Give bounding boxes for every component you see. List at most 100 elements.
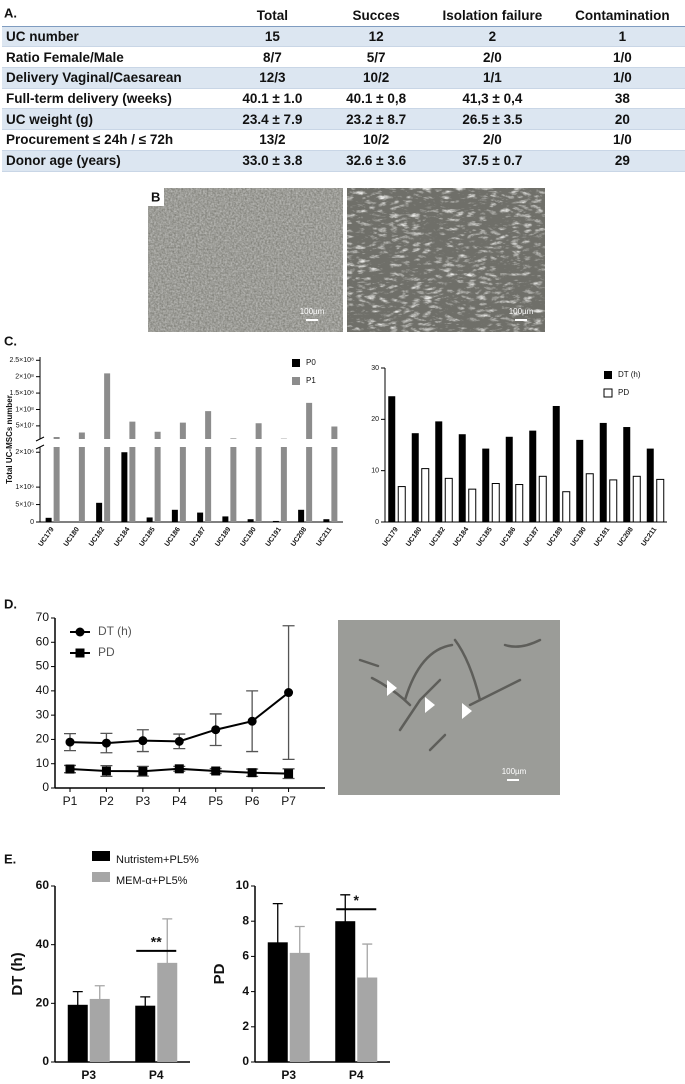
y-tick-label: 5×10⁷: [16, 423, 35, 430]
bar: [104, 373, 111, 522]
x-tick-label: UC180: [63, 526, 81, 548]
table-cell: UC number: [2, 26, 218, 48]
bar: [323, 519, 330, 522]
bar: [247, 519, 254, 522]
x-tick-label: UC189: [546, 526, 564, 548]
bar: [562, 491, 571, 523]
error-bar: [362, 943, 373, 1012]
bar: [121, 452, 128, 522]
bar: [388, 396, 396, 522]
bar: [656, 478, 665, 523]
micrograph-texture: [347, 188, 545, 332]
bar: [230, 438, 237, 522]
x-tick-label: P3: [281, 1068, 296, 1082]
bar: [585, 473, 594, 523]
y-tick-label: 4: [242, 984, 249, 998]
y-tick-label: 5×10⁵: [15, 501, 34, 508]
x-tick-label: UC211: [640, 526, 658, 548]
table-cell: 5/7: [327, 46, 426, 69]
bar: [529, 430, 537, 522]
bar: [89, 998, 110, 1062]
axis-break: [35, 444, 45, 450]
legend-label: DT (h): [98, 624, 132, 638]
x-tick-label: UC179: [38, 526, 56, 548]
y-tick-label: 2.5×10⁸: [9, 357, 34, 364]
y-tick-label: 10: [236, 878, 250, 892]
table-row: UC weight (g) 23.4 ± 7.9 23.2 ± 8.7 26.5 ± …: [2, 108, 685, 131]
bar: [335, 921, 356, 1062]
y-tick-label: 10: [371, 468, 379, 475]
x-tick-label: UC189: [214, 526, 232, 548]
y-tick-label: 40: [36, 683, 50, 697]
table-cell: Ratio Female/Male: [2, 46, 218, 69]
x-tick-label: UC184: [113, 526, 131, 548]
arrowheads: [387, 680, 472, 719]
y-axis-title: Total UC-MSCs number: [5, 395, 14, 484]
y-tick-label: 0: [42, 1054, 49, 1068]
bar: [280, 438, 287, 522]
significance-label: **: [151, 934, 162, 950]
y-tick-label: 0: [42, 780, 49, 794]
summary-table: Total Succes Isolation failure Contaminatio…: [2, 6, 685, 172]
x-tick-label: UC184: [452, 526, 470, 548]
marker: [211, 766, 221, 776]
table-cell: 13/2: [217, 129, 328, 151]
x-tick-label: UC211: [316, 526, 334, 548]
scale-label: 100µm: [300, 307, 325, 316]
y-tick-label: 20: [371, 416, 379, 423]
legend-swatch: [604, 371, 612, 379]
table-cell: 29: [559, 150, 685, 172]
bar: [179, 422, 186, 522]
marker: [284, 688, 294, 698]
bar: [482, 448, 490, 522]
marker: [247, 716, 257, 726]
y-axis-title: DT (h): [9, 952, 26, 995]
bar: [538, 475, 547, 523]
y-tick-label: 2×10⁸: [15, 374, 34, 381]
y-tick-label: 20: [36, 996, 50, 1010]
legend-swatch: [292, 377, 300, 385]
bar: [255, 423, 262, 522]
table-row: Delivery Vaginal/Caesarean 12/3 10/2 1/1 1/0: [2, 67, 685, 89]
y-tick-label: 2: [242, 1019, 249, 1033]
table-cell: 15: [217, 26, 328, 48]
y-axis-title: PD: [211, 963, 228, 984]
table-row: Ratio Female/Male 8/7 5/7 2/0 1/0: [2, 46, 685, 69]
table-cell: 10/2: [327, 129, 426, 151]
x-tick-label: P5: [208, 794, 223, 808]
table-header: Total Succes Isolation failure Contaminatio…: [2, 6, 685, 27]
bar: [129, 421, 136, 522]
table-cell: 10/2: [327, 67, 426, 89]
table-cell: 12: [327, 26, 426, 48]
bar: [146, 517, 153, 522]
scale-label: 100µm: [502, 767, 527, 776]
marker: [174, 736, 184, 746]
table-cell: Procurement ≤ 24h / ≤ 72h: [2, 129, 218, 151]
bar: [491, 483, 500, 523]
bar: [444, 477, 453, 523]
bar: [435, 421, 443, 522]
panel-label: D.: [4, 596, 17, 611]
marker: [101, 766, 111, 776]
marker: [138, 766, 148, 776]
error-bar: [140, 996, 151, 1016]
table-cell: Full-term delivery (weeks): [2, 88, 218, 110]
table-row: Full-term delivery (weeks) 40.1 ± 1.0 40.1…: [2, 88, 685, 110]
bar: [331, 426, 338, 522]
y-tick-label: 40: [36, 937, 50, 951]
table-cell: Delivery Vaginal/Caesarean: [2, 67, 218, 89]
table-cell: Donor age (years): [2, 150, 218, 172]
error-bar: [340, 894, 351, 949]
table-cell: Contamination: [559, 6, 685, 27]
bar: [468, 488, 477, 523]
error-bar: [294, 925, 305, 980]
bar: [171, 509, 178, 522]
x-tick-label: UC208: [290, 526, 308, 548]
y-tick-label: 10: [36, 756, 50, 770]
legend-label: Nutristem+PL5%: [116, 854, 199, 866]
y-tick-label: 0: [30, 519, 34, 526]
table-cell: 1: [559, 26, 685, 48]
error-bar: [72, 990, 83, 1019]
